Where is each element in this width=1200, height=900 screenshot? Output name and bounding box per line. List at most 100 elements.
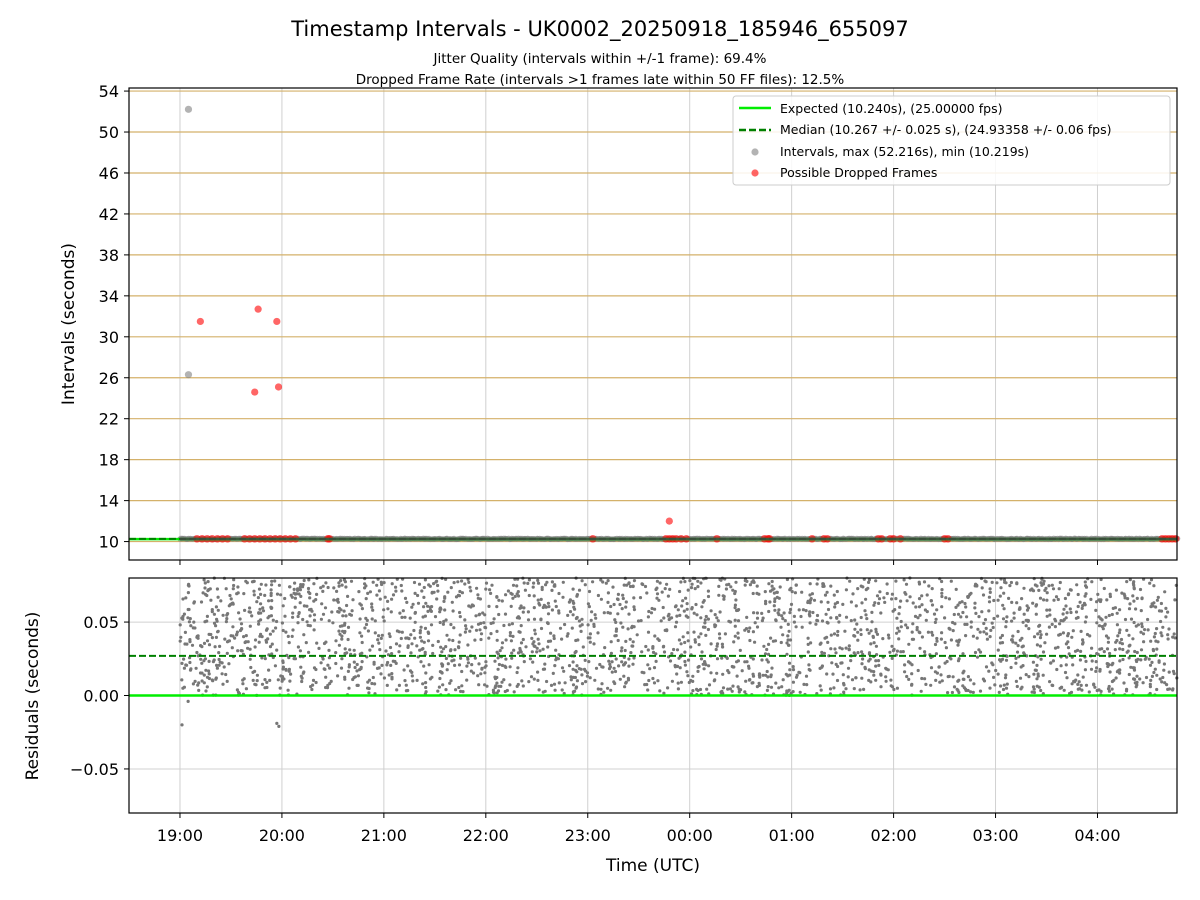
residual-point [231, 601, 235, 605]
residual-point [619, 621, 623, 625]
residual-point [667, 617, 671, 622]
residual-point [321, 584, 325, 588]
residual-point [463, 582, 467, 586]
residual-point [1139, 658, 1143, 662]
residual-point [1027, 675, 1031, 679]
residual-point [199, 600, 204, 604]
residual-point [583, 669, 588, 673]
residual-point [969, 625, 973, 629]
residual-point [600, 682, 604, 686]
residual-point [466, 655, 470, 659]
residual-point [1140, 625, 1144, 629]
residual-point [1167, 670, 1171, 674]
residual-point [961, 610, 965, 615]
residual-point [1136, 623, 1140, 627]
residual-point [544, 583, 548, 587]
residual-point [1047, 584, 1051, 588]
residual-point [451, 638, 455, 643]
residual-point [902, 578, 906, 582]
residual-point [484, 660, 488, 664]
residual-point [258, 607, 262, 611]
residual-point [495, 629, 499, 634]
dropped-frame-point [254, 305, 262, 313]
residual-point [397, 650, 401, 654]
residual-point [533, 632, 537, 636]
residual-point [1173, 598, 1177, 602]
residual-point [1128, 578, 1132, 582]
residual-point [239, 622, 244, 626]
residual-point [379, 580, 383, 584]
residual-point [899, 650, 903, 654]
residual-point [779, 640, 783, 645]
residual-point [904, 592, 908, 596]
residual-point [1095, 666, 1099, 670]
residual-point [878, 590, 882, 594]
residual-point [800, 590, 804, 594]
residual-point [477, 662, 481, 666]
residual-point [649, 611, 654, 615]
residual-point [466, 661, 470, 665]
residual-point [884, 679, 888, 683]
residual-point [1004, 673, 1008, 677]
residual-point [695, 613, 699, 617]
residual-point [1071, 629, 1075, 633]
residual-point [466, 643, 470, 647]
residual-point [990, 661, 994, 665]
legend-dropped-marker [751, 169, 759, 177]
residual-point [217, 657, 221, 662]
residual-point [452, 581, 456, 585]
residual-point [924, 682, 928, 687]
residual-point [243, 608, 247, 613]
residual-point [476, 674, 480, 678]
residual-point [748, 678, 752, 682]
residual-point [1010, 619, 1014, 623]
residual-point [400, 589, 404, 593]
residual-point [444, 645, 448, 649]
residual-point [182, 612, 186, 616]
residual-point [238, 617, 242, 621]
residual-point [261, 609, 266, 613]
residual-point [786, 638, 790, 642]
residual-point [903, 663, 907, 667]
residual-point [624, 680, 628, 684]
residual-point [787, 661, 792, 665]
residual-point [721, 645, 725, 649]
residual-point [416, 593, 420, 598]
residual-point [1015, 601, 1019, 605]
residual-point [897, 637, 901, 641]
residual-point [652, 666, 657, 670]
residual-point [1078, 600, 1082, 604]
residual-point [178, 623, 182, 627]
residual-point [296, 614, 300, 619]
residual-point [972, 682, 976, 686]
residual-point [720, 642, 725, 646]
residual-point [546, 645, 550, 649]
residual-point [532, 617, 537, 621]
residual-point [239, 649, 243, 653]
residual-point [375, 666, 380, 671]
residual-point [745, 615, 749, 620]
residual-point [765, 688, 770, 693]
residual-point [482, 621, 486, 625]
residual-point [231, 625, 235, 629]
residual-point [998, 658, 1002, 662]
residual-point [1127, 633, 1131, 637]
residual-point [751, 681, 755, 685]
residual-point [678, 613, 682, 618]
residual-point [576, 638, 580, 642]
residual-point [246, 640, 250, 644]
residual-point [870, 610, 874, 615]
residual-point [940, 579, 944, 584]
residual-point [705, 687, 709, 691]
residual-point [178, 639, 182, 643]
residual-point [969, 620, 973, 624]
residual-point [1167, 627, 1171, 631]
residual-point [510, 651, 514, 655]
residual-point [539, 597, 543, 602]
residual-point [733, 618, 737, 622]
residual-point [651, 645, 655, 649]
residual-point [762, 644, 766, 648]
residual-point [586, 602, 591, 606]
residual-point [449, 622, 453, 627]
residual-point [679, 680, 684, 684]
